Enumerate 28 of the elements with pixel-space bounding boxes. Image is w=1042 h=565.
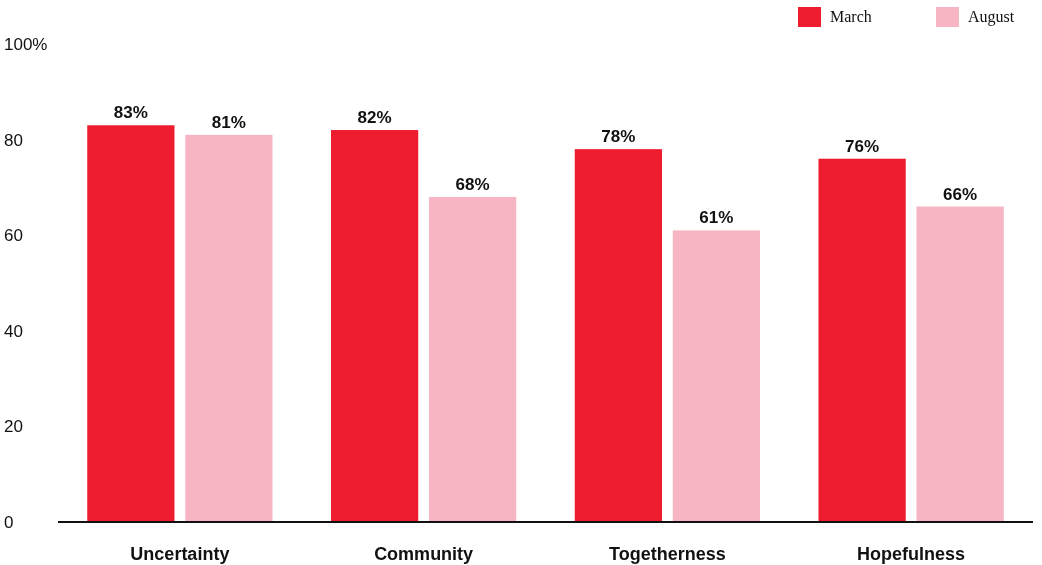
bar <box>818 158 906 522</box>
data-label: 61% <box>699 208 734 228</box>
y-tick-label: 20 <box>4 417 23 437</box>
y-tick-label: 100% <box>4 34 48 54</box>
bar <box>185 134 273 522</box>
y-tick-label: 80 <box>4 130 23 150</box>
x-tick-label: Uncertainty <box>130 544 230 564</box>
bar <box>672 230 760 522</box>
bar <box>429 196 517 522</box>
y-tick-label: 40 <box>4 321 23 341</box>
x-tick-label: Togetherness <box>609 544 726 564</box>
data-label: 83% <box>113 103 148 123</box>
data-label: 81% <box>211 112 246 132</box>
data-label: 82% <box>357 108 392 128</box>
data-label: 78% <box>601 127 636 147</box>
data-label: 68% <box>455 174 490 194</box>
bar <box>574 149 662 522</box>
bar <box>87 125 175 522</box>
data-label: 76% <box>845 136 880 156</box>
legend-label: March <box>830 8 872 25</box>
y-tick-label: 60 <box>4 226 23 246</box>
bar <box>916 206 1004 522</box>
y-tick-label: 0 <box>4 512 14 532</box>
data-label: 66% <box>943 184 978 204</box>
bar <box>331 130 419 522</box>
legend-label: August <box>968 8 1015 26</box>
x-tick-label: Hopefulness <box>857 544 966 564</box>
x-tick-label: Community <box>374 544 474 564</box>
